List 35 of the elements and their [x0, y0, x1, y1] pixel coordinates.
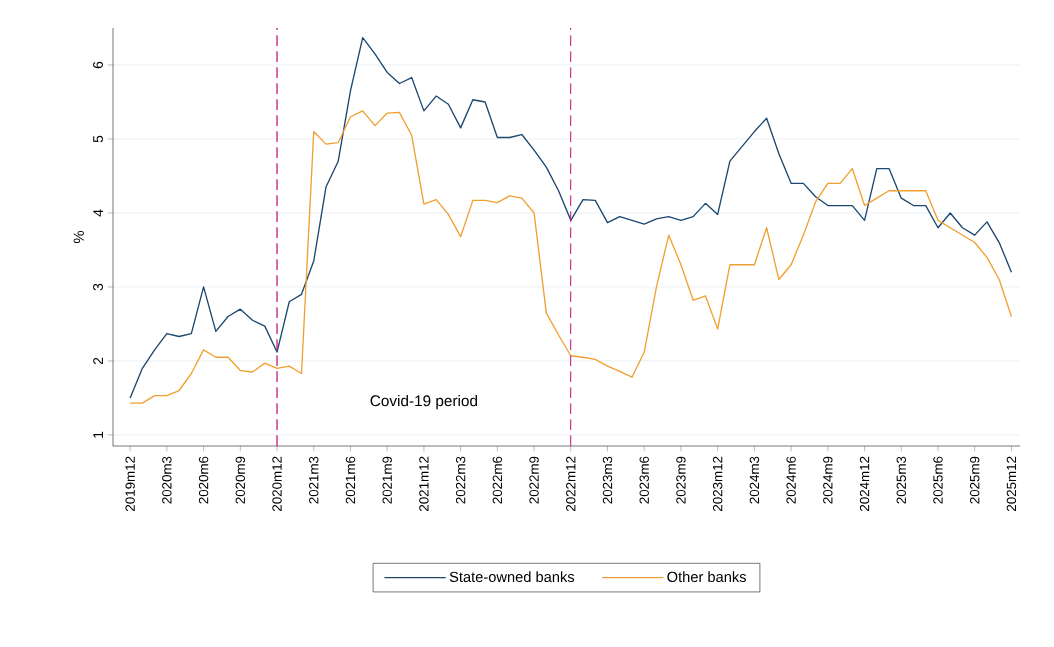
- x-tick-label: 2023m3: [602, 456, 613, 504]
- x-tick-label: 2021m3: [309, 456, 319, 504]
- x-tick-label: 2021m9: [382, 456, 392, 504]
- x-tick-label: 2023m12: [712, 456, 723, 511]
- x-tick-label: 2020m3: [162, 456, 172, 504]
- x-tick-label: 2024m3: [749, 456, 760, 504]
- x-tick-label: 2023m9: [676, 456, 686, 504]
- x-tick-label: 2023m6: [639, 456, 649, 504]
- y-tick-label: 5: [93, 135, 103, 143]
- x-tick-label: 2022m9: [529, 456, 539, 504]
- x-tick-label: 2022m6: [492, 456, 503, 504]
- x-tick-label: 2019m12: [125, 456, 135, 511]
- x-tick-label: 2021m12: [419, 456, 429, 511]
- x-tick-label: 2021m6: [345, 456, 356, 504]
- x-tick-label: 2025m12: [1006, 456, 1017, 511]
- y-axis-title: %: [73, 231, 84, 243]
- y-tick-label: 4: [93, 209, 103, 217]
- x-tick-label: 2024m6: [786, 456, 796, 504]
- legend-label: Other banks: [667, 571, 747, 583]
- x-tick-label: 2024m12: [859, 456, 870, 511]
- x-tick-label: 2024m9: [823, 456, 833, 504]
- x-tick-label: 2022m12: [566, 456, 576, 511]
- x-tick-label: 2020m6: [198, 456, 209, 504]
- y-tick-label: 6: [93, 61, 103, 69]
- y-tick-label: 1: [93, 431, 103, 438]
- x-tick-label: 2025m3: [896, 456, 906, 504]
- legend-label: State-owned banks: [449, 571, 575, 583]
- y-tick-label: 2: [93, 357, 103, 365]
- x-tick-label: 2022m3: [455, 456, 466, 504]
- annotation: Covid-19 period: [370, 394, 477, 410]
- y-tick-label: 3: [93, 283, 103, 291]
- x-tick-label: 2020m12: [272, 456, 282, 511]
- x-tick-label: 2025m9: [970, 456, 980, 504]
- x-tick-label: 2020m9: [235, 456, 246, 504]
- x-tick-label: 2025m6: [933, 456, 943, 504]
